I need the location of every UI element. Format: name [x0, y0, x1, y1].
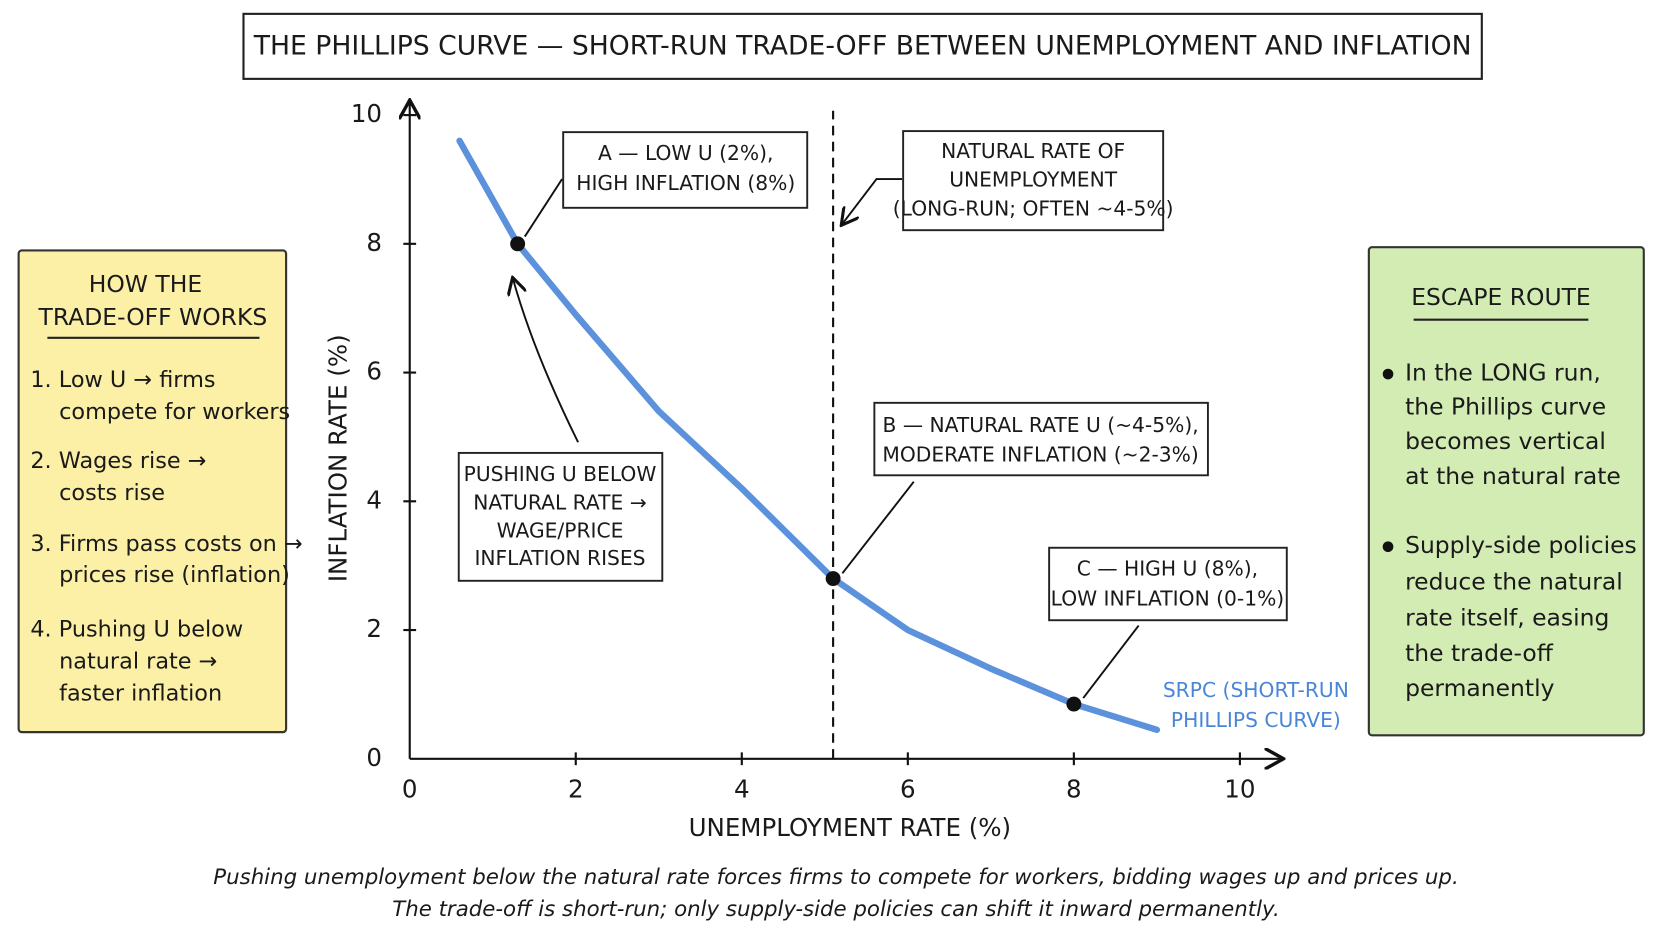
panel-item: prices rise (inflation): [59, 562, 290, 588]
caption: Pushing unemployment below the natural r…: [213, 865, 1458, 890]
y-tick-label: 6: [366, 357, 382, 386]
left-panel: [17, 249, 288, 734]
panel-title: TRADE-OFF WORKS: [38, 303, 268, 331]
panel-item: becomes vertical: [1405, 427, 1606, 455]
annotation-text: WAGE/PRICE: [497, 518, 624, 542]
panel-item: the Phillips curve: [1405, 393, 1606, 421]
y-axis-label: INFLATION RATE (%): [323, 334, 352, 582]
panel-item: costs rise: [59, 480, 165, 506]
panel-item: 2. Wages rise →: [30, 448, 206, 474]
annotation-text: LOW INFLATION (0-1%): [1051, 586, 1285, 610]
x-tick-label: 0: [402, 775, 418, 804]
chart-title: THE PHILLIPS CURVE — SHORT-RUN TRADE-OFF…: [253, 30, 1472, 61]
panel-item: 4. Pushing U below: [30, 616, 243, 642]
point: [510, 236, 526, 252]
annotation-box: [562, 131, 809, 209]
annotation-box: [457, 451, 664, 582]
x-tick-label: 10: [1224, 775, 1255, 804]
right-panel: [1367, 246, 1645, 737]
panel-item: the trade-off: [1405, 639, 1554, 667]
panel-item: at the natural rate: [1405, 462, 1621, 490]
annotation-text: NATURAL RATE OF: [941, 139, 1125, 163]
y-tick-label: 4: [366, 485, 382, 514]
title-box: [242, 12, 1483, 80]
panel-item: rate itself, easing: [1405, 604, 1609, 632]
annotation-text: B — NATURAL RATE U (~4-5%),: [883, 413, 1199, 437]
series-label: SRPC (SHORT-RUN PHILLIPS CURVE): [1162, 678, 1349, 733]
y-tick-label: 0: [366, 743, 382, 772]
caption: The trade-off is short-run; only supply-…: [392, 897, 1280, 922]
panel-item: 3. Firms pass costs on →: [30, 531, 302, 557]
panel-item: faster inflation: [59, 680, 222, 706]
x-axis-label: UNEMPLOYMENT RATE (%): [689, 813, 1012, 842]
panel-item: In the LONG run,: [1405, 359, 1601, 387]
annotation-text: (LONG-RUN; OFTEN ~4-5%): [893, 196, 1174, 220]
srpc-curve: [456, 137, 1161, 733]
annotation-text: MODERATE INFLATION (~2-3%): [882, 443, 1198, 467]
x-tick-label: 6: [900, 775, 916, 804]
panel-item: permanently: [1405, 674, 1555, 702]
annotation-text: PUSHING U BELOW: [464, 462, 657, 486]
y-tick-label: 2: [366, 614, 382, 643]
y-tick-label: 10: [351, 99, 382, 128]
leader-line: [1082, 624, 1140, 699]
annotation-text: A — LOW U (2%),: [598, 141, 773, 165]
annotation-box: [873, 401, 1209, 477]
leader-line: [524, 178, 563, 238]
panel-item: reduce the natural: [1405, 567, 1623, 595]
annotation-text: INFLATION RISES: [474, 546, 645, 570]
x-tick-label: 2: [568, 775, 584, 804]
panel-item: Supply-side policies: [1405, 531, 1637, 559]
leader-line: [842, 178, 903, 224]
panel-item: 1. Low U → firms: [30, 367, 215, 393]
annotation-text: NATURAL RATE →: [473, 491, 646, 515]
panel-title: ESCAPE ROUTE: [1411, 283, 1591, 311]
annotation-text: UNEMPLOYMENT: [949, 168, 1118, 192]
leader-line: [841, 481, 915, 574]
point: [1066, 696, 1082, 712]
panel-item: natural rate →: [59, 648, 217, 674]
annotation-text: C — HIGH U (8%),: [1077, 557, 1258, 581]
bullet-dot: [1382, 541, 1394, 553]
x-tick-label: 4: [734, 775, 750, 804]
point: [825, 571, 841, 586]
panel-title: HOW THE: [89, 270, 202, 298]
x-tick-label: 8: [1066, 775, 1082, 804]
leader-line: [513, 279, 579, 443]
series-label-box: SRPC (SHORT-RUN PHILLIPS CURVE): [1162, 678, 1349, 733]
annotation-box: [902, 130, 1165, 232]
panel-item: compete for workers: [59, 399, 290, 425]
bullet-dot: [1382, 368, 1394, 380]
y-tick-label: 8: [366, 228, 382, 257]
annotation-text: HIGH INFLATION (8%): [576, 171, 795, 195]
annotation-box: [1048, 546, 1288, 622]
